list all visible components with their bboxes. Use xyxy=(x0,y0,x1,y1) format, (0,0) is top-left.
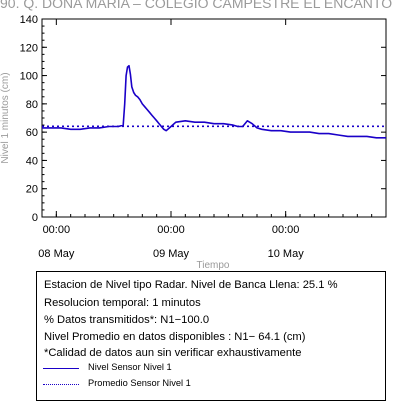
y-axis: 0 20 40 60 80 100 120 140 xyxy=(20,14,386,224)
legend-swatch-solid xyxy=(43,368,79,369)
y-tick-label: 40 xyxy=(26,155,38,167)
chart-title: 90. Q. DOÑA MARÍA – COLEGIO CAMPESTRE EL… xyxy=(0,0,393,11)
info-line-transmitted: % Datos transmitidos*: N1−100.0 xyxy=(44,314,210,326)
x-axis: 00:00 08 May 00:00 09 May 00:00 10 May xyxy=(38,19,387,260)
chart-plot: 0 20 40 60 80 100 120 140 00:00 08 May 00:00 09 Ma… xyxy=(0,14,387,270)
info-legend-box: Estacion de Nivel tipo Radar. Nivel de B… xyxy=(36,271,386,401)
y-tick-label: 100 xyxy=(20,71,38,83)
x-tick-date-label: 09 May xyxy=(153,248,190,260)
x-axis-label: Tiempo xyxy=(197,260,230,270)
legend-label-average: Promedio Sensor Nivel 1 xyxy=(88,378,191,388)
x-tick-time-label: 00:00 xyxy=(43,224,71,236)
info-line-quality-note: *Calidad de datos aun sin verificar exha… xyxy=(44,347,302,359)
info-line-average: Nivel Promedio en datos disponibles : N1… xyxy=(44,331,306,343)
y-tick-label: 20 xyxy=(26,184,38,196)
info-line-station: Estacion de Nivel tipo Radar. Nivel de B… xyxy=(44,279,338,291)
legend-label-sensor: Nivel Sensor Nivel 1 xyxy=(88,362,172,372)
y-tick-label: 0 xyxy=(32,212,38,224)
info-line-resolution: Resolucion temporal: 1 minutos xyxy=(44,297,201,309)
y-tick-label: 80 xyxy=(26,99,38,111)
legend-swatch-dotted xyxy=(43,384,79,385)
x-tick-time-label: 00:00 xyxy=(272,224,300,236)
x-tick-date-label: 08 May xyxy=(38,248,75,260)
y-axis-label: Nivel 1 minutos (cm) xyxy=(0,72,11,163)
plot-frame xyxy=(41,18,387,218)
y-tick-label: 120 xyxy=(20,42,38,54)
series-sensor-line xyxy=(42,64,386,139)
y-tick-label: 140 xyxy=(20,14,38,26)
x-tick-time-label: 00:00 xyxy=(157,224,185,236)
x-tick-date-label: 10 May xyxy=(268,248,305,260)
series-layer xyxy=(42,64,386,139)
y-tick-label: 60 xyxy=(26,127,38,139)
